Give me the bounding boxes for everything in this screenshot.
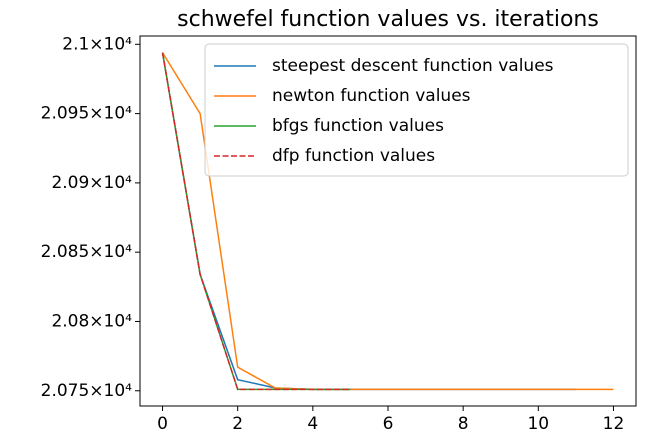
series-line [161,52,614,391]
legend-box [204,43,629,177]
legend-label: steepest descent function values [272,56,554,76]
x-tick-label: 6 [383,414,394,434]
y-tick-label: 2.1×10⁴ [62,34,132,54]
chart-title: schwefel function values vs. iterations [177,7,599,32]
y-tick-label: 2.085×10⁴ [41,242,133,262]
y-tick-label: 2.075×10⁴ [41,381,133,401]
series-line [161,52,351,391]
legend-label: newton function values [272,86,471,106]
y-tick-label: 2.08×10⁴ [51,311,132,331]
x-tick-label: 2 [232,414,243,434]
y-tick-label: 2.095×10⁴ [41,104,133,124]
x-tick-label: 10 [527,414,549,434]
x-tick-label: 12 [603,414,625,434]
plot-frame [139,35,637,407]
legend-label: dfp function values [272,146,435,166]
legend-label: bfgs function values [272,116,444,136]
x-tick-label: 0 [157,414,168,434]
x-tick-label: 8 [458,414,469,434]
y-tick-label: 2.09×10⁴ [51,173,132,193]
x-tick-label: 4 [307,414,318,434]
